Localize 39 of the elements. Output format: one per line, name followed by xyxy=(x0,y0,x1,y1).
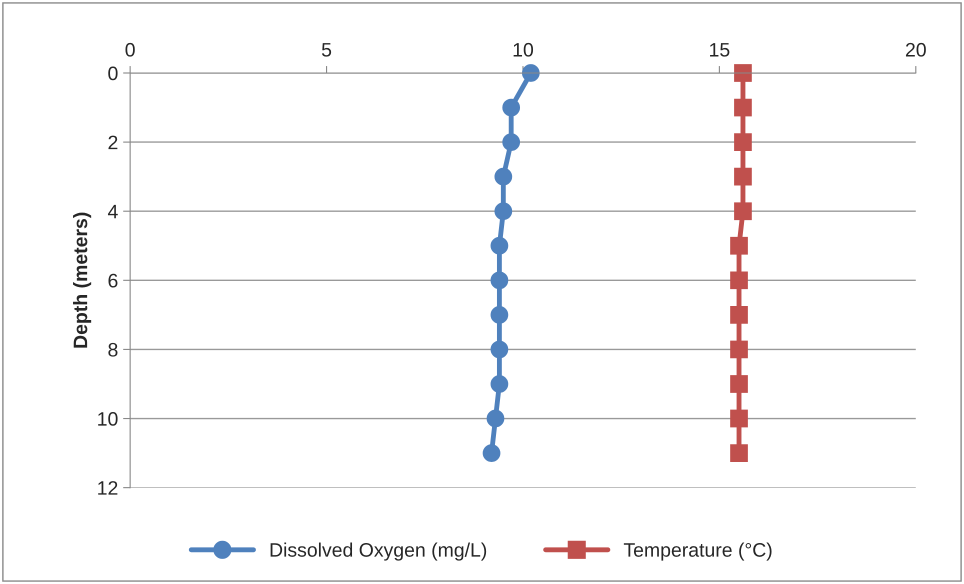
point xyxy=(494,168,512,186)
y-tick-label: 10 xyxy=(98,412,118,426)
point xyxy=(522,64,540,82)
x-tick-label: 20 xyxy=(906,42,926,57)
point xyxy=(490,236,508,255)
point xyxy=(734,133,752,151)
point xyxy=(734,202,752,220)
point xyxy=(730,375,748,393)
point xyxy=(730,271,748,290)
point xyxy=(494,202,512,220)
point xyxy=(730,306,748,324)
x-tick-label: 0 xyxy=(125,42,135,57)
point xyxy=(482,444,500,462)
point xyxy=(730,410,748,428)
legend-label: Temperature (°C) xyxy=(624,542,772,561)
point xyxy=(730,340,748,358)
y-tick-label: 4 xyxy=(108,204,118,218)
y-tick-label: 12 xyxy=(98,481,118,495)
point xyxy=(730,236,748,255)
y-tick-label: 0 xyxy=(108,66,118,80)
y-tick-label: 2 xyxy=(108,136,118,150)
point xyxy=(734,98,752,116)
x-tick-label: 15 xyxy=(710,43,730,57)
point xyxy=(502,98,520,116)
x-tick-label: 5 xyxy=(322,43,332,57)
legend-label: Dissolved Oxygen (mg/L) xyxy=(270,542,486,561)
point xyxy=(502,133,520,151)
point xyxy=(490,271,508,290)
point xyxy=(734,64,752,82)
point xyxy=(490,340,508,358)
y-tick-label: 6 xyxy=(108,274,118,288)
point xyxy=(734,168,752,186)
y-tick-label: 8 xyxy=(108,342,118,357)
point xyxy=(730,444,748,462)
point xyxy=(490,306,508,324)
point xyxy=(486,410,504,428)
y-axis-title: Depth (meters) xyxy=(73,212,92,348)
x-tick-label: 10 xyxy=(514,42,534,57)
point xyxy=(490,375,508,393)
